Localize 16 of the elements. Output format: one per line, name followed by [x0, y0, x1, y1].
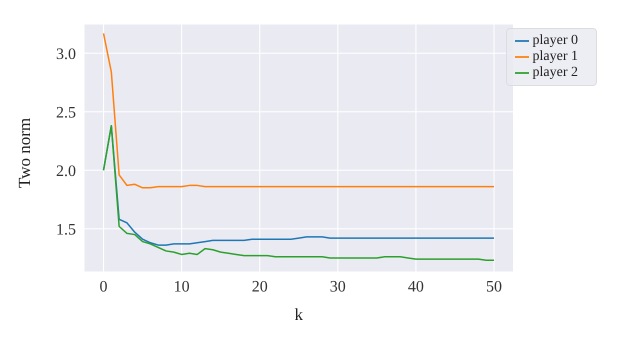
y-tick-label: 1.5 [56, 221, 76, 238]
y-axis-title: Two norm [15, 118, 34, 188]
x-tick-label: 40 [408, 278, 424, 296]
line-series [102, 32, 495, 189]
x-axis-title: k [294, 305, 304, 324]
y-tick-label: 2.5 [56, 104, 76, 122]
legend-label: player 1 [532, 49, 578, 64]
legend-label: player 2 [532, 65, 578, 80]
x-tick-label: 10 [174, 278, 190, 296]
y-tick-label: 2.0 [56, 162, 76, 180]
x-tick-label: 20 [252, 278, 268, 296]
x-tick-label: 30 [330, 278, 346, 296]
y-tick-label: 3.0 [56, 46, 76, 63]
legend-label: player 0 [532, 33, 578, 48]
x-tick-label: 50 [486, 278, 502, 296]
x-tick-label: 0 [100, 278, 108, 296]
